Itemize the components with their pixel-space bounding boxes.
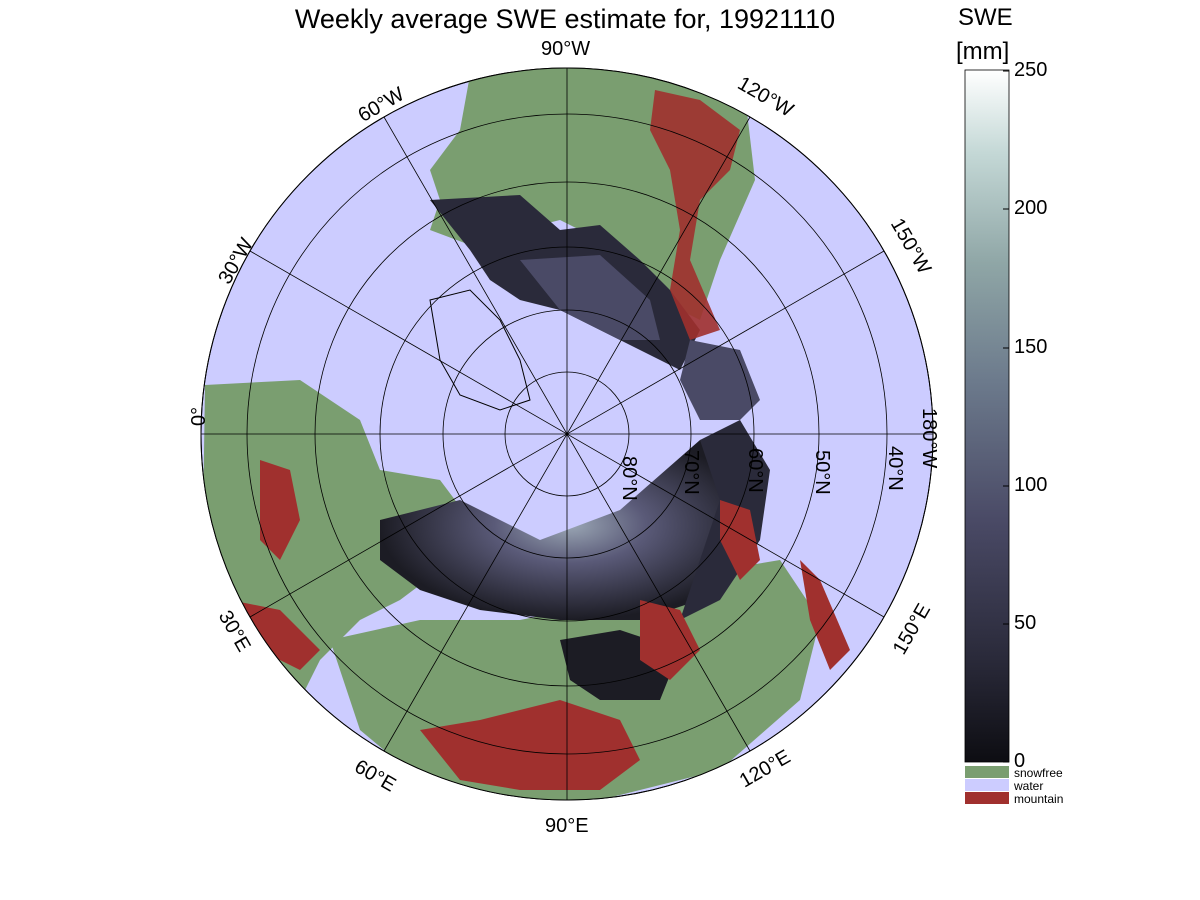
mountain-asia — [420, 700, 640, 790]
lon-label-180w: 180°W — [918, 408, 940, 469]
colorbar-ticks — [1003, 70, 1009, 763]
mountain-east-asia — [640, 500, 760, 680]
colorbar-unit: [mm] — [956, 38, 1010, 65]
landmass-japan — [800, 560, 850, 670]
colorbar-label-mountain: mountain — [1014, 792, 1064, 806]
colorbar-gradient — [964, 69, 1010, 763]
colorbar-tick-250: 250 — [1014, 59, 1048, 81]
mountain-europe — [230, 460, 320, 670]
lon-label-0: 0° — [188, 406, 210, 426]
meridians — [201, 68, 933, 800]
lat-label-70n: 70°N — [680, 450, 702, 495]
lon-label-90e: 90°E — [545, 815, 589, 837]
snow-canada-interior — [520, 255, 660, 340]
landmass-alaska — [680, 340, 760, 420]
colorbar-label-snowfree: snowfree — [1014, 766, 1063, 780]
land-layer — [203, 68, 850, 800]
lat-label-60n: 60°N — [744, 448, 766, 493]
map-title: Weekly average SWE estimate for, 1992111… — [294, 4, 836, 34]
colorbar-mountain-swatch — [965, 792, 1009, 804]
colorbar-water-swatch — [965, 779, 1009, 791]
colorbar-title: SWE — [958, 4, 1013, 31]
colorbar-tick-100: 100 — [1014, 474, 1048, 496]
mountain-rockies — [650, 90, 740, 340]
colorbar-tick-200: 200 — [1014, 197, 1048, 219]
meridian-150 — [249, 250, 885, 618]
lat-label-80n: 80°N — [618, 456, 640, 501]
lat-label-50n: 50°N — [811, 450, 833, 495]
lon-label-90w: 90°W — [541, 38, 591, 60]
colorbar-tick-50: 50 — [1014, 612, 1037, 634]
colorbar-tick-0: 0 — [1014, 750, 1026, 772]
colorbar-tick-150: 150 — [1014, 336, 1048, 358]
colorbar-label-water: water — [1014, 779, 1044, 793]
colorbar-snowfree-swatch — [965, 766, 1009, 778]
lat-label-40n: 40°N — [884, 446, 906, 491]
snow-siberia — [380, 430, 760, 620]
